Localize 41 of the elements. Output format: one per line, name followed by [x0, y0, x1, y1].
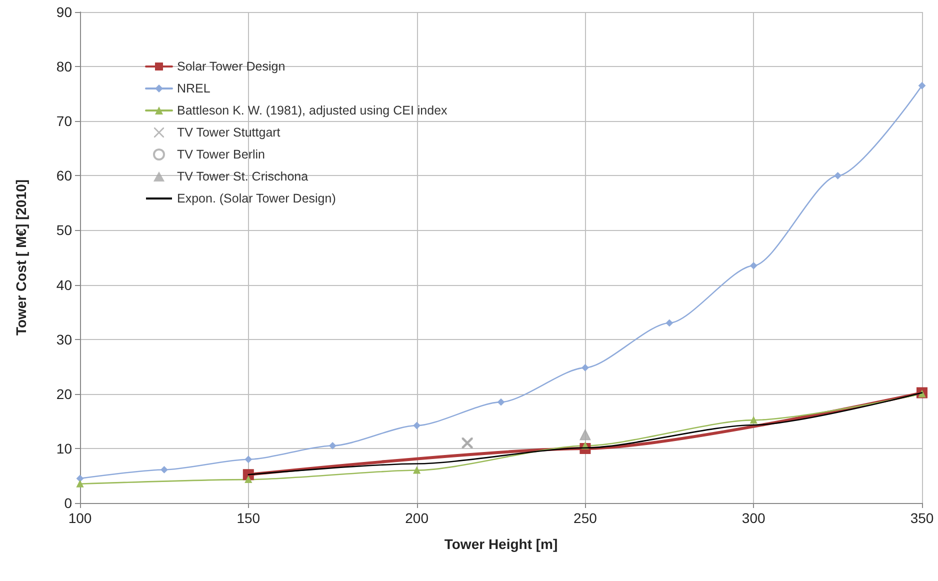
x-tick-label: 350 [910, 510, 934, 526]
point [918, 82, 926, 90]
y-axis-title: Tower Cost [ M€] [2010] [13, 179, 29, 336]
x-tick-label: 200 [405, 510, 429, 526]
legend-label: Battleson K. W. (1981), adjusted using CEI index [177, 104, 448, 118]
y-tick-label: 60 [56, 168, 72, 184]
y-tick-label: 10 [56, 440, 72, 456]
legend-label: Solar Tower Design [177, 60, 286, 74]
point [244, 456, 252, 463]
legend-label: TV Tower St. Crischona [177, 170, 308, 184]
legend-label: Expon. (Solar Tower Design) [177, 192, 336, 206]
point [413, 466, 420, 474]
legend-label: NREL [177, 82, 210, 96]
x-tick-label: 150 [236, 510, 260, 526]
point [76, 474, 84, 482]
y-tick-label: 90 [56, 4, 72, 20]
x-axis-title: Tower Height [m] [444, 536, 558, 552]
point [76, 480, 84, 488]
x-tick-label: 100 [68, 510, 92, 526]
point [834, 172, 842, 180]
legend-label: TV Tower Berlin [177, 148, 266, 162]
point [329, 442, 336, 450]
point [413, 422, 420, 430]
x-tick-label: 300 [742, 510, 766, 526]
y-tick-label: 80 [56, 58, 72, 75]
x-tick-label: 250 [574, 510, 598, 526]
y-tick-label: 0 [64, 495, 72, 511]
point [750, 416, 758, 424]
y-tick-label: 70 [56, 113, 72, 130]
legend-label: TV Tower Stuttgart [177, 126, 281, 140]
point [666, 319, 673, 326]
point [244, 476, 252, 484]
point [498, 398, 504, 406]
point [750, 262, 758, 270]
y-tick-label: 40 [56, 276, 72, 293]
point [582, 364, 589, 372]
y-tick-label: 20 [56, 386, 72, 402]
y-tick-label: 50 [56, 222, 72, 238]
point [160, 466, 168, 474]
y-tick-label: 30 [56, 331, 72, 348]
point [580, 429, 591, 440]
